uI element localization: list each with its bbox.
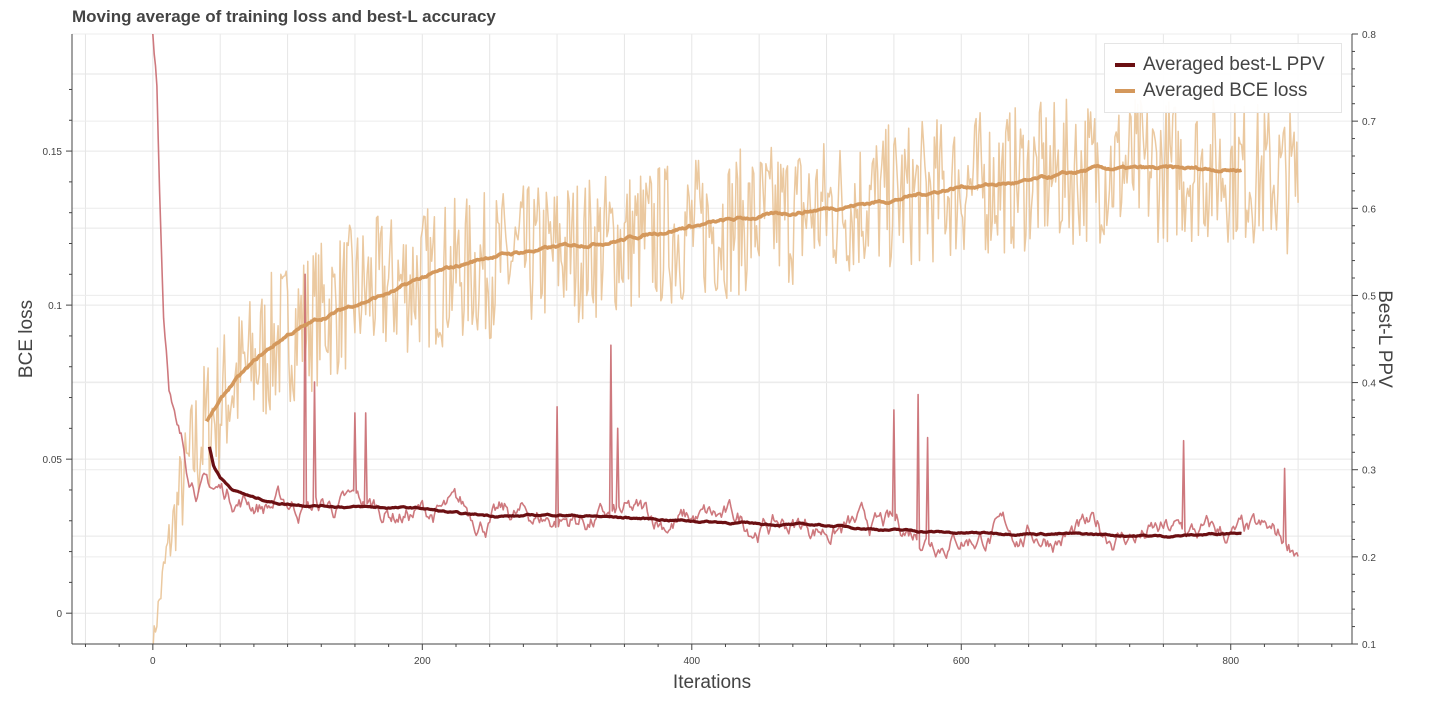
y2-tick-label: 0.7 xyxy=(1362,117,1376,128)
y-axis-left-title: BCE loss xyxy=(16,300,37,378)
x-tick-label: 800 xyxy=(1222,656,1239,667)
y-axis-right-title: Best-L PPV xyxy=(1374,290,1395,388)
y2-tick-label: 0.5 xyxy=(1362,291,1376,302)
legend-item-bce: Averaged BCE loss xyxy=(1115,79,1307,103)
legend: Averaged best-L PPV Averaged BCE loss xyxy=(1104,43,1342,113)
legend-item-ppv: Averaged best-L PPV xyxy=(1115,53,1325,77)
legend-label-ppv: Averaged best-L PPV xyxy=(1143,54,1325,75)
averaged-bce-loss-line xyxy=(207,446,1242,539)
y-tick-label: 0 xyxy=(56,609,62,620)
y2-tick-label: 0.3 xyxy=(1362,466,1376,477)
y-tick-label: 0.05 xyxy=(43,455,63,466)
x-tick-label: 400 xyxy=(683,656,700,667)
y-tick-label: 0.1 xyxy=(48,301,62,312)
legend-swatch-bce xyxy=(1115,89,1135,93)
x-tick-label: 0 xyxy=(150,656,156,667)
x-tick-label: 200 xyxy=(414,656,431,667)
x-axis-title: Iterations xyxy=(673,672,751,693)
chart-title: Moving average of training loss and best… xyxy=(72,7,496,26)
axes xyxy=(71,34,1353,645)
y2-tick-label: 0.2 xyxy=(1362,553,1376,564)
y-tick-label: 0.15 xyxy=(43,147,63,158)
x-tick-label: 600 xyxy=(953,656,970,667)
y2-tick-label: 0.8 xyxy=(1362,30,1376,41)
averaged-ppv-line xyxy=(205,163,1243,423)
y2-tick-label: 0.1 xyxy=(1362,640,1376,651)
tick-layer: 0 200 400 600 800 0 0.05 0.1 0.15 0.1 0.2 0.3 0.4 0.5… xyxy=(43,30,1377,667)
bce-loss-raw-line xyxy=(152,34,1299,560)
ppv-raw-line xyxy=(152,98,1299,644)
legend-swatch-ppv xyxy=(1115,63,1135,67)
legend-label-bce: Averaged BCE loss xyxy=(1143,80,1308,101)
y2-tick-label: 0.6 xyxy=(1362,204,1376,215)
y2-tick-label: 0.4 xyxy=(1362,379,1376,390)
series-layer xyxy=(152,34,1299,644)
